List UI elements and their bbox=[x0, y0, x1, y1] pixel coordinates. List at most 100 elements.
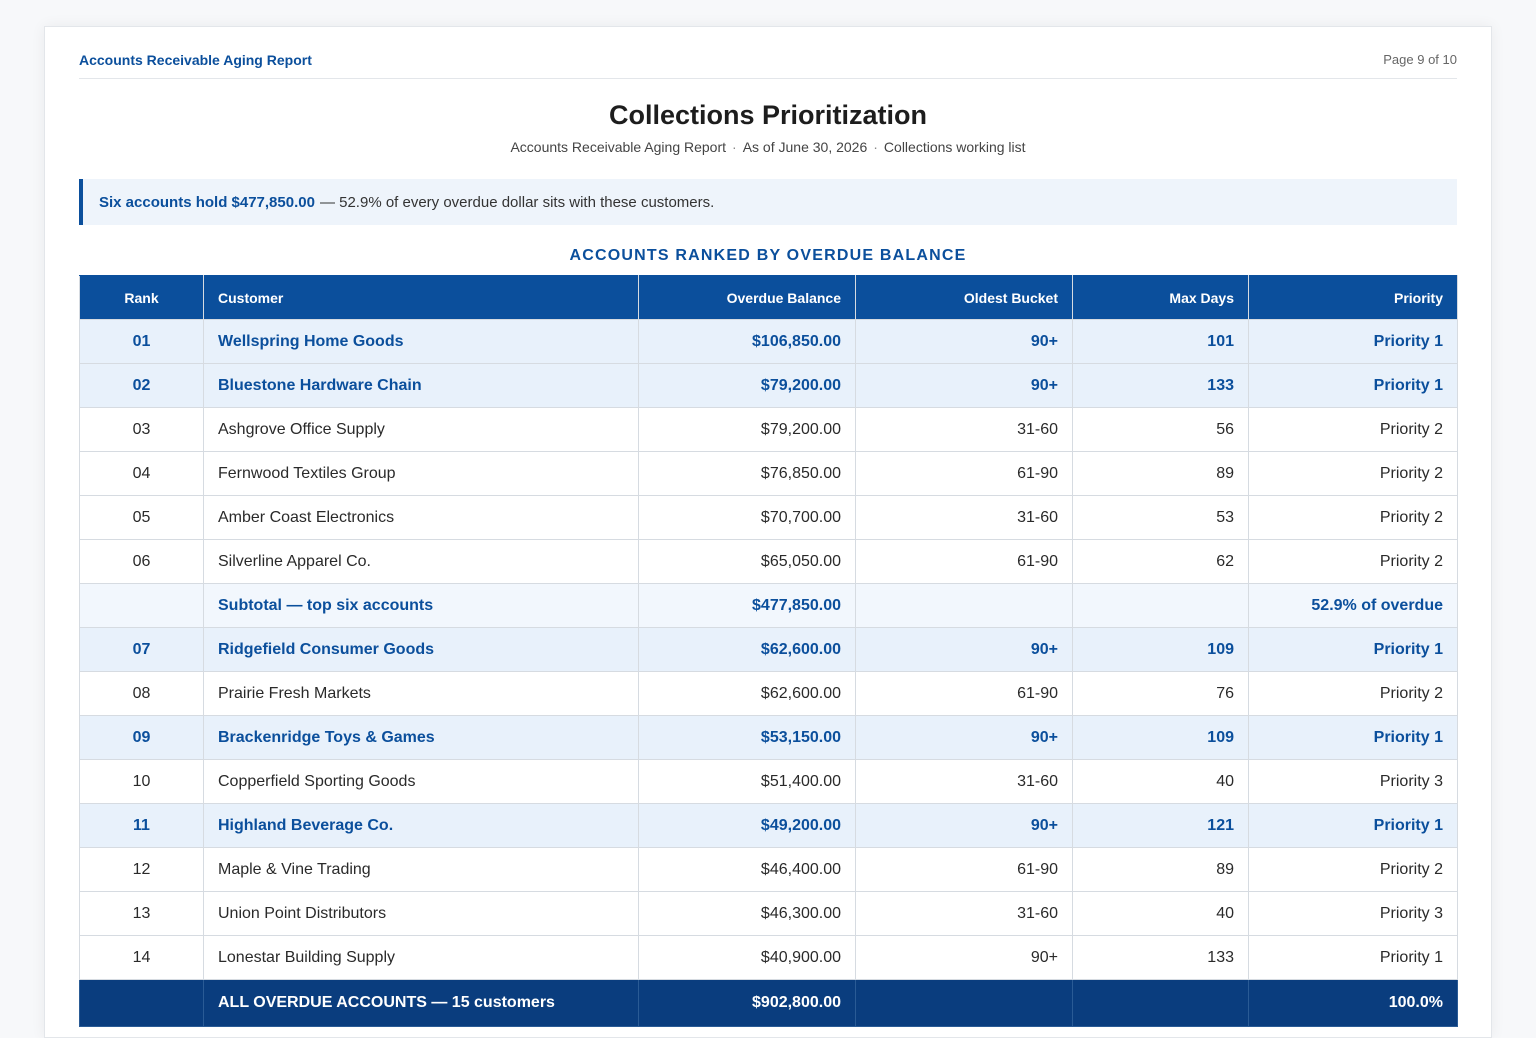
table-row: 03 Ashgrove Office Supply $79,200.00 31-60 5… bbox=[79, 407, 1458, 452]
subtitle-as-of: As of June 30, 2026 bbox=[742, 139, 868, 155]
cell-max-days: 121 bbox=[1072, 803, 1249, 848]
cell-rank: 02 bbox=[79, 363, 204, 408]
cell-oldest-bucket: 90+ bbox=[855, 319, 1073, 364]
cell-overdue-balance: $79,200.00 bbox=[638, 407, 856, 452]
table-row: 13 Union Point Distributors $46,300.00 31-6… bbox=[79, 891, 1458, 936]
cell-oldest-bucket: 90+ bbox=[855, 803, 1073, 848]
table-body: 01 Wellspring Home Goods $106,850.00 90+ 101… bbox=[79, 319, 1458, 1027]
table-row: 07 Ridgefield Consumer Goods $62,600.00 90+… bbox=[79, 627, 1458, 672]
cell-priority: Priority 2 bbox=[1248, 847, 1458, 892]
cell-max-days: 40 bbox=[1072, 759, 1249, 804]
cell-customer: Union Point Distributors bbox=[203, 891, 639, 936]
cell-customer: Lonestar Building Supply bbox=[203, 935, 639, 980]
cell-rank: 13 bbox=[79, 891, 204, 936]
table-row: 06 Silverline Apparel Co. $65,050.00 61-90 6… bbox=[79, 539, 1458, 584]
cell-max-days: 62 bbox=[1072, 539, 1249, 584]
table-row: 01 Wellspring Home Goods $106,850.00 90+ 101… bbox=[79, 319, 1458, 364]
cell-overdue-balance: $40,900.00 bbox=[638, 935, 856, 980]
table-header-row: Rank Customer Overdue Balance Oldest Buc… bbox=[79, 275, 1458, 320]
cell-max-days: 89 bbox=[1072, 451, 1249, 496]
cell-max-days bbox=[1072, 583, 1249, 628]
cell-priority: 100.0% bbox=[1248, 979, 1458, 1027]
cell-oldest-bucket: 31-60 bbox=[855, 759, 1073, 804]
cell-priority: Priority 1 bbox=[1248, 803, 1458, 848]
cell-rank: 04 bbox=[79, 451, 204, 496]
cell-customer: ALL OVERDUE ACCOUNTS — 15 customers bbox=[203, 979, 639, 1027]
cell-overdue-balance: $46,300.00 bbox=[638, 891, 856, 936]
cell-oldest-bucket: 90+ bbox=[855, 715, 1073, 760]
cell-max-days: 133 bbox=[1072, 935, 1249, 980]
cell-rank bbox=[79, 979, 204, 1027]
cell-overdue-balance: $70,700.00 bbox=[638, 495, 856, 540]
callout-text: — 52.9% of every overdue dollar sits wit… bbox=[319, 193, 715, 211]
subtitle-list: Collections working list bbox=[883, 139, 1026, 155]
subtitle-separator: · bbox=[873, 139, 878, 155]
cell-customer: Ashgrove Office Supply bbox=[203, 407, 639, 452]
cell-max-days: 89 bbox=[1072, 847, 1249, 892]
cell-customer: Copperfield Sporting Goods bbox=[203, 759, 639, 804]
cell-max-days: 56 bbox=[1072, 407, 1249, 452]
cell-oldest-bucket: 31-60 bbox=[855, 407, 1073, 452]
cell-priority: Priority 2 bbox=[1248, 539, 1458, 584]
cell-rank: 05 bbox=[79, 495, 204, 540]
cell-overdue-balance: $51,400.00 bbox=[638, 759, 856, 804]
cell-oldest-bucket: 61-90 bbox=[855, 671, 1073, 716]
cell-customer: Brackenridge Toys & Games bbox=[203, 715, 639, 760]
accounts-table-wrapper: Rank Customer Overdue Balance Oldest Buc… bbox=[79, 275, 1458, 1027]
report-page: Accounts Receivable Aging Report Page 9 … bbox=[44, 26, 1492, 1038]
cell-overdue-balance: $62,600.00 bbox=[638, 627, 856, 672]
table-row: 05 Amber Coast Electronics $70,700.00 31-60… bbox=[79, 495, 1458, 540]
cell-rank: 09 bbox=[79, 715, 204, 760]
cell-customer: Bluestone Hardware Chain bbox=[203, 363, 639, 408]
table-row: 11 Highland Beverage Co. $49,200.00 90+ 121 P… bbox=[79, 803, 1458, 848]
cell-max-days: 40 bbox=[1072, 891, 1249, 936]
cell-oldest-bucket bbox=[855, 583, 1073, 628]
cell-rank: 07 bbox=[79, 627, 204, 672]
cell-oldest-bucket: 31-60 bbox=[855, 495, 1073, 540]
subtotal-row: Subtotal — top six accounts $477,850.00 52… bbox=[79, 583, 1458, 628]
cell-priority: Priority 2 bbox=[1248, 451, 1458, 496]
cell-oldest-bucket: 61-90 bbox=[855, 847, 1073, 892]
cell-rank bbox=[79, 583, 204, 628]
cell-overdue-balance: $106,850.00 bbox=[638, 319, 856, 364]
total-row: ALL OVERDUE ACCOUNTS — 15 customers $902,… bbox=[79, 979, 1458, 1027]
table-row: 04 Fernwood Textiles Group $76,850.00 61-90… bbox=[79, 451, 1458, 496]
cell-max-days: 101 bbox=[1072, 319, 1249, 364]
cell-oldest-bucket bbox=[855, 979, 1073, 1027]
column-header-max-days: Max Days bbox=[1072, 275, 1249, 320]
cell-rank: 08 bbox=[79, 671, 204, 716]
cell-rank: 11 bbox=[79, 803, 204, 848]
table-row: 02 Bluestone Hardware Chain $79,200.00 90+ 1… bbox=[79, 363, 1458, 408]
subtitle-separator: · bbox=[732, 139, 737, 155]
table-row: 12 Maple & Vine Trading $46,400.00 61-90 89 P… bbox=[79, 847, 1458, 892]
cell-priority: Priority 2 bbox=[1248, 495, 1458, 540]
cell-oldest-bucket: 90+ bbox=[855, 363, 1073, 408]
cell-customer: Prairie Fresh Markets bbox=[203, 671, 639, 716]
cell-overdue-balance: $65,050.00 bbox=[638, 539, 856, 584]
cell-customer: Subtotal — top six accounts bbox=[203, 583, 639, 628]
page-subtitle: Accounts Receivable Aging Report · As of J… bbox=[45, 139, 1491, 155]
column-header-oldest-bucket: Oldest Bucket bbox=[855, 275, 1073, 320]
page-title: Collections Prioritization bbox=[608, 100, 928, 130]
cell-max-days: 53 bbox=[1072, 495, 1249, 540]
cell-overdue-balance: $76,850.00 bbox=[638, 451, 856, 496]
cell-priority: Priority 3 bbox=[1248, 891, 1458, 936]
page-header: Accounts Receivable Aging Report Page 9 … bbox=[79, 51, 1457, 79]
cell-customer: Amber Coast Electronics bbox=[203, 495, 639, 540]
cell-rank: 03 bbox=[79, 407, 204, 452]
cell-priority: 52.9% of overdue bbox=[1248, 583, 1458, 628]
cell-max-days: 109 bbox=[1072, 715, 1249, 760]
cell-priority: Priority 1 bbox=[1248, 363, 1458, 408]
cell-overdue-balance: $79,200.00 bbox=[638, 363, 856, 408]
table-row: 09 Brackenridge Toys & Games $53,150.00 90+… bbox=[79, 715, 1458, 760]
page-number: Page 9 of 10 bbox=[1383, 52, 1457, 67]
cell-rank: 14 bbox=[79, 935, 204, 980]
section-title: ACCOUNTS RANKED BY OVERDUE BALANCE bbox=[569, 247, 967, 264]
cell-priority: Priority 2 bbox=[1248, 671, 1458, 716]
column-header-overdue-balance: Overdue Balance bbox=[638, 275, 856, 320]
report-name: Accounts Receivable Aging Report bbox=[79, 52, 312, 68]
cell-oldest-bucket: 61-90 bbox=[855, 451, 1073, 496]
table-row: 10 Copperfield Sporting Goods $51,400.00 31… bbox=[79, 759, 1458, 804]
cell-customer: Highland Beverage Co. bbox=[203, 803, 639, 848]
cell-oldest-bucket: 31-60 bbox=[855, 891, 1073, 936]
